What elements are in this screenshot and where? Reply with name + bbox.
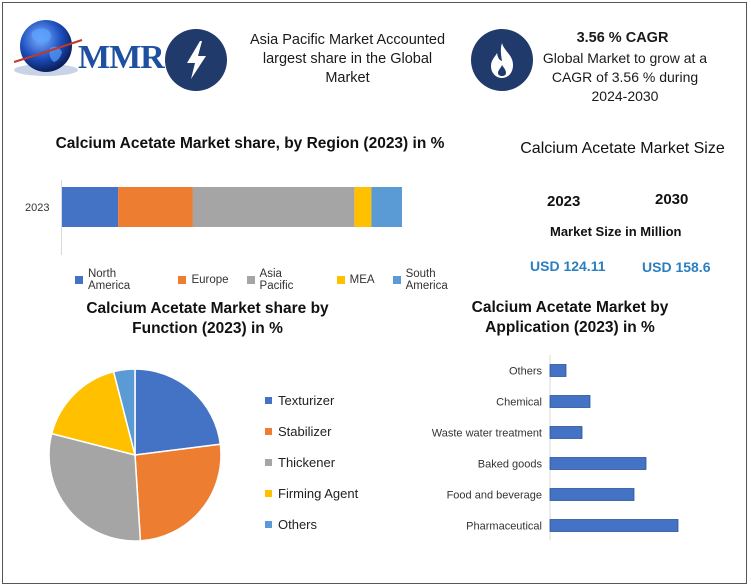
pie-slice-firming-agent — [50, 370, 137, 457]
region-highlight-text: Asia Pacific Market Accounted largest sh… — [249, 32, 446, 86]
application-label-others: Others — [509, 366, 543, 378]
legend-texturizer: Texturizer — [265, 385, 358, 416]
application-chart-title: Calcium Acetate Market by Application (2… — [471, 299, 669, 336]
region-bar-europe — [118, 187, 193, 227]
legend-others: Others — [265, 509, 358, 540]
application-bar-baked-goods — [549, 457, 647, 470]
function-chart-title: Calcium Acetate Market share by Function… — [86, 300, 329, 337]
cagr-text: Global Market to grow at a CAGR of 3.56 … — [542, 50, 708, 104]
application-label-waste-water-treatment: Waste water treatment — [432, 428, 542, 440]
pie-slice-others — [112, 368, 136, 456]
legend-europe: Europe — [178, 268, 229, 292]
legend-north-america: North America — [75, 268, 160, 292]
pie-slice-thickener — [48, 432, 142, 542]
region-bar-svg — [62, 187, 402, 227]
function-legend: Texturizer Stabilizer Thickener Firming … — [265, 385, 358, 540]
region-bar-mea — [354, 187, 372, 227]
market-size-title: Calcium Acetate Market Size — [520, 140, 725, 157]
region-axis — [61, 180, 62, 255]
market-year-2023: 2023 — [547, 193, 581, 210]
region-bar-asia-pacific — [192, 187, 355, 227]
globe-icon — [13, 20, 83, 76]
legend-thickener: Thickener — [265, 447, 358, 478]
region-chart: 2023 North America Europe Asia Pacific M… — [20, 180, 480, 292]
legend-firming-agent: Firming Agent — [265, 478, 358, 509]
logo-text: MMR — [78, 39, 165, 76]
pie-slice-texturizer — [134, 368, 222, 456]
region-chart-title: Calcium Acetate Market share, by Region … — [55, 135, 445, 152]
function-pie-svg — [48, 368, 222, 542]
region-bar-north-america — [62, 187, 119, 227]
application-label-food-and-beverage: Food and beverage — [447, 490, 542, 502]
application-bar-chemical — [549, 395, 591, 408]
legend-mea: MEA — [336, 268, 375, 292]
region-bar-south-america — [371, 187, 402, 227]
application-label-chemical: Chemical — [496, 397, 542, 409]
legend-south-america: South America — [392, 268, 480, 292]
market-value-2030: USD 158.6 — [642, 259, 711, 275]
application-label-baked-goods: Baked goods — [478, 459, 543, 471]
legend-stabilizer: Stabilizer — [265, 416, 358, 447]
lightning-icon — [165, 29, 227, 91]
market-value-2023: USD 124.11 — [530, 258, 606, 274]
application-bar-waste-water-treatment — [549, 426, 583, 439]
cagr-title: 3.56 % CAGR — [576, 30, 669, 46]
legend-asia-pacific: Asia Pacific — [246, 268, 319, 292]
market-year-2030: 2030 — [655, 191, 689, 208]
market-size-subtitle: Market Size in Million — [550, 224, 682, 239]
mmr-logo: MMR — [10, 14, 165, 84]
application-bar-food-and-beverage — [549, 488, 635, 501]
pie-slice-stabilizer — [134, 443, 222, 542]
application-bar-svg: Others Chemical Waste water treatment Baked… — [432, 355, 679, 540]
flame-icon — [471, 29, 533, 91]
application-bar-others — [549, 364, 567, 377]
application-label-pharmaceutical: Pharmaceutical — [466, 521, 542, 533]
region-year-label: 2023 — [25, 202, 50, 214]
region-legend: North America Europe Asia Pacific MEA So… — [75, 268, 480, 292]
application-bar-pharmaceutical — [549, 519, 679, 532]
